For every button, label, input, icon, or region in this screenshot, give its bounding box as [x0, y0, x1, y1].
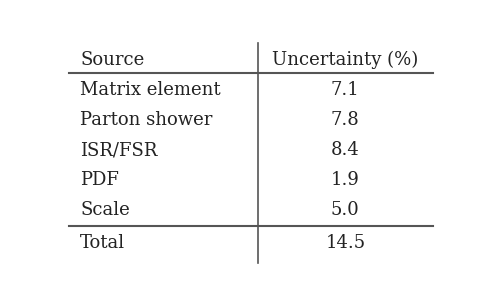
Text: ISR/FSR: ISR/FSR [80, 141, 157, 159]
Text: Scale: Scale [80, 201, 129, 219]
Text: PDF: PDF [80, 171, 119, 189]
Text: Parton shower: Parton shower [80, 111, 212, 129]
Text: 1.9: 1.9 [330, 171, 359, 189]
Text: 7.1: 7.1 [330, 81, 359, 99]
Text: 8.4: 8.4 [330, 141, 359, 159]
Text: 14.5: 14.5 [325, 234, 365, 251]
Text: 5.0: 5.0 [330, 201, 359, 219]
Text: Total: Total [80, 234, 125, 251]
Text: Uncertainty (%): Uncertainty (%) [272, 51, 418, 69]
Text: Matrix element: Matrix element [80, 81, 220, 99]
Text: 7.8: 7.8 [330, 111, 359, 129]
Text: Source: Source [80, 51, 144, 69]
